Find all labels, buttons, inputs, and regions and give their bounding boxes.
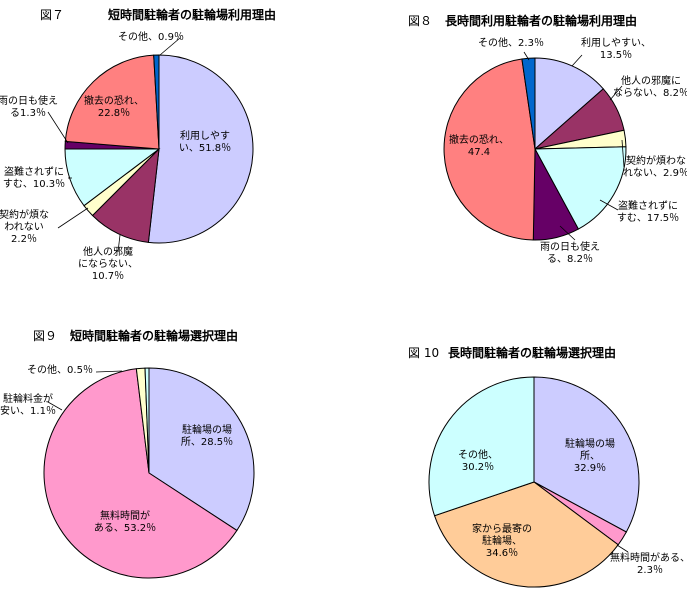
data-label-3: 契約が煩わなれない、2.9％ — [623, 154, 687, 179]
data-label-2: 無料時間がある、 2.3％ — [610, 551, 687, 576]
data-label-1: 利用しやすい、 13.5％ — [581, 37, 651, 61]
pie-slice-7 — [153, 54, 160, 150]
data-label-7: その他、2.3％ — [478, 36, 544, 49]
figure-label: 図９ — [33, 329, 57, 343]
chart-title: 長時間駐輪者の駐輪場選択理由 — [448, 345, 616, 360]
data-label-1: 駐輪場の場所、28.5％ — [181, 423, 233, 448]
data-label-3: 駐輪料金が安い、1.1％ — [0, 392, 56, 417]
data-label-3: 家から最寄の駐輪場、 34.6％ — [472, 522, 532, 559]
leader-line — [559, 225, 576, 241]
data-label-1: 利用しやすい、51.8％ — [179, 130, 231, 154]
pie-slice-6 — [443, 58, 536, 241]
leader-line — [117, 234, 121, 253]
pie-slice-4 — [428, 376, 535, 517]
data-label-4: 盗難されずにすむ、17.5％ — [617, 199, 679, 224]
data-label-5: 雨の日も使える、8.2％ — [540, 240, 600, 265]
data-label-2: 他人の邪魔にならない、8.2％ — [613, 74, 687, 99]
figure-label: 図７ — [40, 8, 64, 22]
data-label-6: 撤去の恐れ、 47.4 — [449, 133, 509, 158]
leader-line — [47, 111, 69, 144]
data-label-1: 駐輪場の場所、 32.9％ — [565, 437, 615, 474]
leader-line — [621, 139, 625, 168]
data-label-2: 無料時間がある、53.2％ — [94, 509, 156, 534]
figure-label: 図 10 — [408, 346, 439, 360]
data-label-3: 契約が煩なわれない 2.2％ — [0, 208, 49, 245]
leader-line — [609, 85, 623, 101]
pie-slice-2 — [43, 368, 238, 579]
leader-line — [599, 199, 619, 211]
leader-line — [57, 207, 89, 229]
leader-line — [571, 54, 583, 67]
pie-slice-6 — [64, 54, 160, 150]
pie-slice-7 — [521, 57, 536, 150]
data-label-5: 雨の日も使える1.3％ — [0, 94, 58, 119]
data-label-4: 盗難されずにすむ、10.3％ — [3, 165, 65, 190]
chart-title: 短時間駐輪者の駐輪場利用理由 — [108, 7, 276, 22]
figure-label: 図８ — [408, 14, 432, 28]
data-label-7: その他、0.9％ — [118, 30, 184, 43]
data-label-4: その他、 30.2％ — [458, 448, 498, 473]
chart-title: 長時間利用駐輪者の駐輪場利用理由 — [445, 13, 637, 28]
leader-line — [523, 51, 530, 61]
pie-slice-1 — [147, 54, 254, 244]
leader-line — [159, 37, 181, 56]
data-label-2: 他人の邪魔にならない、 10.7％ — [78, 245, 138, 282]
leader-line — [616, 544, 629, 553]
leader-line — [47, 401, 63, 411]
pie-slice-4 — [534, 146, 627, 230]
leader-line — [95, 370, 123, 373]
data-label-6: 撤去の恐れ、 22.8％ — [84, 94, 144, 119]
pie-slice-3 — [433, 481, 619, 588]
pie-slice-1 — [533, 376, 640, 533]
pie-slice-4 — [144, 367, 150, 474]
chart-title: 短時間駐輪者の駐輪場選択理由 — [70, 328, 238, 343]
data-label-4: その他、0.5％ — [27, 363, 93, 376]
